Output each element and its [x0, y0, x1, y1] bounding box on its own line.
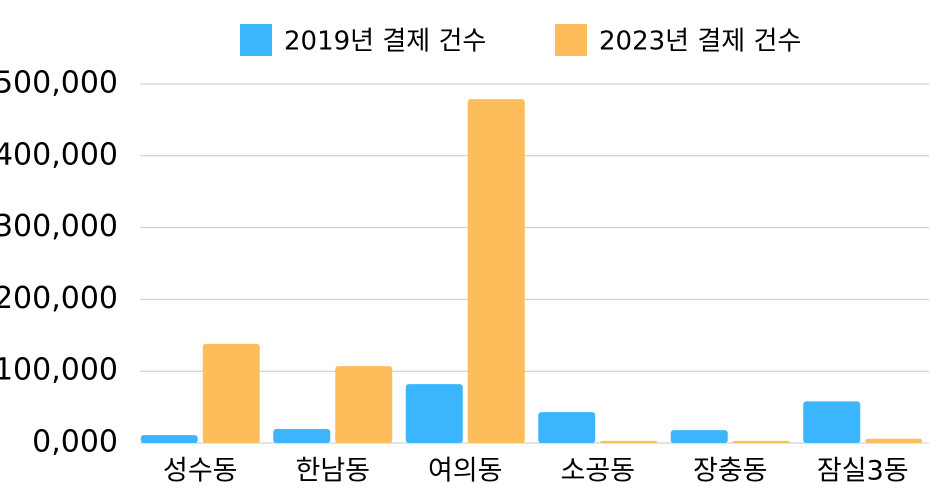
legend-swatch [555, 24, 587, 56]
bar [670, 430, 728, 443]
legend-label: 2023년 결제 건수 [599, 27, 801, 57]
legend-label: 2019년 결제 건수 [284, 27, 486, 57]
x-tick-label: 한남동 [295, 456, 370, 487]
bar [467, 99, 525, 443]
x-tick-label: 여의동 [428, 456, 503, 487]
bar [803, 401, 861, 443]
bar [600, 440, 658, 443]
bar [202, 343, 260, 443]
bar [335, 366, 393, 443]
bar [405, 384, 463, 443]
bar [538, 412, 596, 443]
bar [273, 428, 331, 443]
x-tick-label: 잠실3동 [817, 456, 909, 487]
bar [865, 438, 923, 443]
bar [140, 435, 198, 443]
x-tick-label: 성수동 [163, 456, 238, 487]
y-tick-label: 100,000 [0, 353, 118, 388]
legend-swatch [240, 24, 272, 56]
y-tick-label: 300,000 [0, 209, 118, 244]
y-tick-label: 500,000 [0, 66, 118, 101]
y-tick-label: 0,000 [32, 425, 118, 460]
bar [732, 440, 790, 443]
x-tick-label: 소공동 [560, 456, 635, 487]
x-tick-label: 장충동 [693, 456, 768, 487]
y-tick-label: 200,000 [0, 281, 118, 316]
y-tick-label: 400,000 [0, 137, 118, 172]
